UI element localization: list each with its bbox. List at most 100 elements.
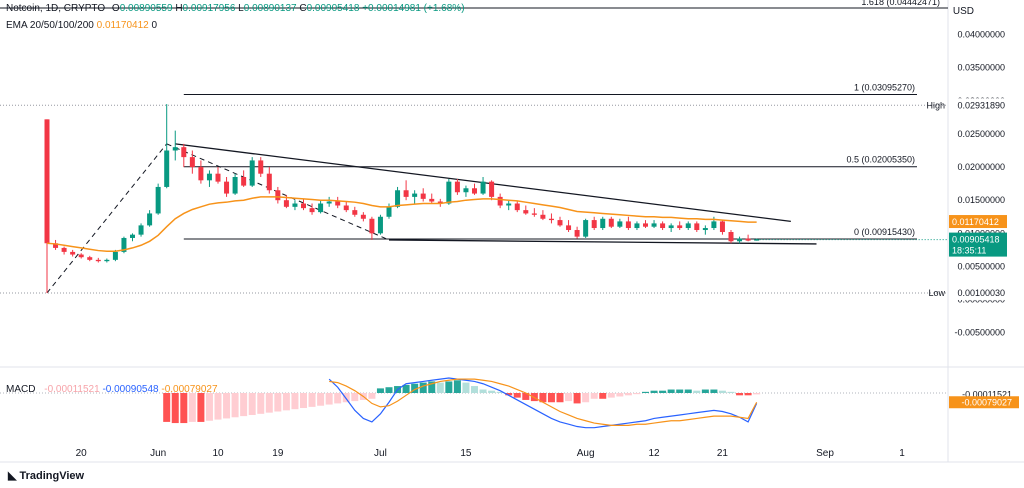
candle-body bbox=[44, 119, 50, 244]
candle-body bbox=[70, 251, 76, 255]
symbol-label: Notcoin, 1D, CRYPTO bbox=[6, 3, 106, 14]
macd-hist-bar bbox=[197, 393, 205, 422]
y-tick-label: 0.02000000 bbox=[957, 162, 1005, 172]
candle-body bbox=[429, 198, 435, 202]
candle-body bbox=[53, 243, 59, 248]
macd-hist-bar bbox=[317, 393, 325, 406]
candle-body bbox=[206, 173, 212, 181]
candle-body bbox=[514, 203, 520, 211]
candle-body bbox=[668, 225, 674, 229]
macd-hist-bar bbox=[282, 393, 290, 411]
macd-hist-value: -0.00011521 bbox=[44, 384, 100, 395]
candle-body bbox=[472, 188, 477, 194]
macd-hist-bar bbox=[701, 389, 709, 393]
macd-signal-line bbox=[329, 378, 758, 426]
macd-hist-bar bbox=[180, 393, 188, 424]
extreme-tag bbox=[949, 285, 1019, 300]
price-tag bbox=[949, 215, 1007, 229]
macd-hist-bar bbox=[248, 393, 256, 415]
macd-hist-bar bbox=[573, 393, 581, 404]
macd-hist-bar bbox=[411, 383, 419, 393]
candle-body bbox=[506, 203, 512, 206]
macd-hist-bar bbox=[342, 393, 350, 403]
macd-hist-bar bbox=[633, 393, 641, 395]
fib-level-label: 1 (0.03095270) bbox=[854, 82, 915, 92]
candle-body bbox=[489, 181, 495, 197]
macd-hist-bar bbox=[718, 390, 726, 393]
candle-body bbox=[369, 218, 375, 234]
macd-hist-bar bbox=[565, 393, 573, 402]
price-tag-countdown: 18:35:11 bbox=[952, 246, 986, 256]
candle-body bbox=[617, 221, 623, 227]
macd-hist-bar bbox=[624, 393, 632, 396]
macd-hist-bar bbox=[582, 393, 590, 403]
brand-mark-icon: ◣ bbox=[8, 470, 20, 482]
fib-level-label: 0.5 (0.02005350) bbox=[846, 155, 915, 165]
macd-hist-bar bbox=[488, 390, 496, 393]
candle-body bbox=[395, 190, 401, 207]
x-tick-label: 20 bbox=[76, 448, 88, 459]
ohlc-legend: Notcoin, 1D, CRYPTO O0.00890559 H0.00917… bbox=[6, 3, 465, 14]
price-tag-value: 0.00905418 bbox=[952, 235, 1000, 245]
macd-hist-bar bbox=[736, 393, 744, 396]
candle-body bbox=[437, 201, 443, 204]
candle-body bbox=[164, 150, 170, 187]
x-tick-label: Jul bbox=[374, 448, 387, 459]
candle-body bbox=[241, 177, 247, 186]
candle-body bbox=[335, 201, 341, 206]
macd-hist-bar bbox=[428, 381, 436, 393]
candle-body bbox=[232, 177, 238, 194]
y-tick-label: -0.00500000 bbox=[954, 328, 1005, 338]
high-label: H bbox=[175, 3, 183, 14]
y-tick-label: 0.01500000 bbox=[957, 195, 1005, 205]
candle-body bbox=[677, 225, 683, 229]
macd-hist-bar bbox=[753, 393, 761, 395]
macd-hist-bar bbox=[599, 393, 607, 399]
macd-hist-bar bbox=[300, 393, 307, 409]
x-tick-label: Sep bbox=[816, 448, 834, 459]
candle-body bbox=[377, 216, 383, 234]
y-tick-label: 0.03500000 bbox=[957, 63, 1005, 73]
candle-body bbox=[121, 237, 127, 252]
candle-body bbox=[224, 181, 230, 194]
macd-hist-bar bbox=[659, 390, 667, 393]
candle-body bbox=[309, 208, 315, 213]
macd-hist-bar bbox=[479, 389, 487, 393]
candle-body bbox=[446, 181, 452, 204]
candle-body bbox=[403, 190, 409, 197]
candle-body bbox=[130, 234, 135, 238]
candle-body bbox=[318, 203, 324, 213]
y-tick-label: 0.02500000 bbox=[957, 129, 1005, 139]
candle-body bbox=[591, 220, 597, 229]
macd-signal-value: -0.00079027 bbox=[161, 384, 218, 395]
candle-body bbox=[600, 218, 606, 229]
macd-hist-bar bbox=[308, 393, 316, 407]
macd-hist-bar bbox=[462, 382, 470, 393]
tradingview-logo[interactable]: ◣ TradingView bbox=[8, 469, 84, 482]
macd-hist-bar bbox=[744, 393, 752, 396]
low-label: L bbox=[238, 3, 244, 14]
trendline bbox=[388, 239, 817, 245]
open-label: O bbox=[111, 3, 120, 14]
low-value: 0.00890137 bbox=[243, 3, 297, 14]
x-tick-label: 19 bbox=[272, 448, 284, 459]
macd-hist-bar bbox=[727, 391, 735, 393]
candle-body bbox=[608, 218, 614, 227]
ema-legend: EMA 20/50/100/200 0.01170412 0 bbox=[6, 20, 157, 31]
candle-body bbox=[343, 205, 349, 211]
extreme-value: 0.00100030 bbox=[957, 288, 1005, 298]
x-tick-label: Jun bbox=[150, 448, 166, 459]
macd-signal-tag bbox=[949, 396, 1019, 409]
x-tick-label: Aug bbox=[577, 448, 595, 459]
macd-hist-bar bbox=[684, 389, 692, 393]
currency-label[interactable]: USD bbox=[952, 6, 974, 17]
candle-body bbox=[702, 228, 708, 231]
macd-legend: MACD -0.00011521 -0.00090548 -0.00079027 bbox=[6, 384, 218, 395]
macd-hist-bar bbox=[590, 393, 598, 399]
candle-body bbox=[737, 238, 743, 242]
candle-body bbox=[61, 247, 67, 252]
macd-hist-bar bbox=[291, 393, 299, 410]
candle-body bbox=[497, 196, 503, 206]
fib-level-label: 0 (0.00915430) bbox=[854, 227, 915, 237]
